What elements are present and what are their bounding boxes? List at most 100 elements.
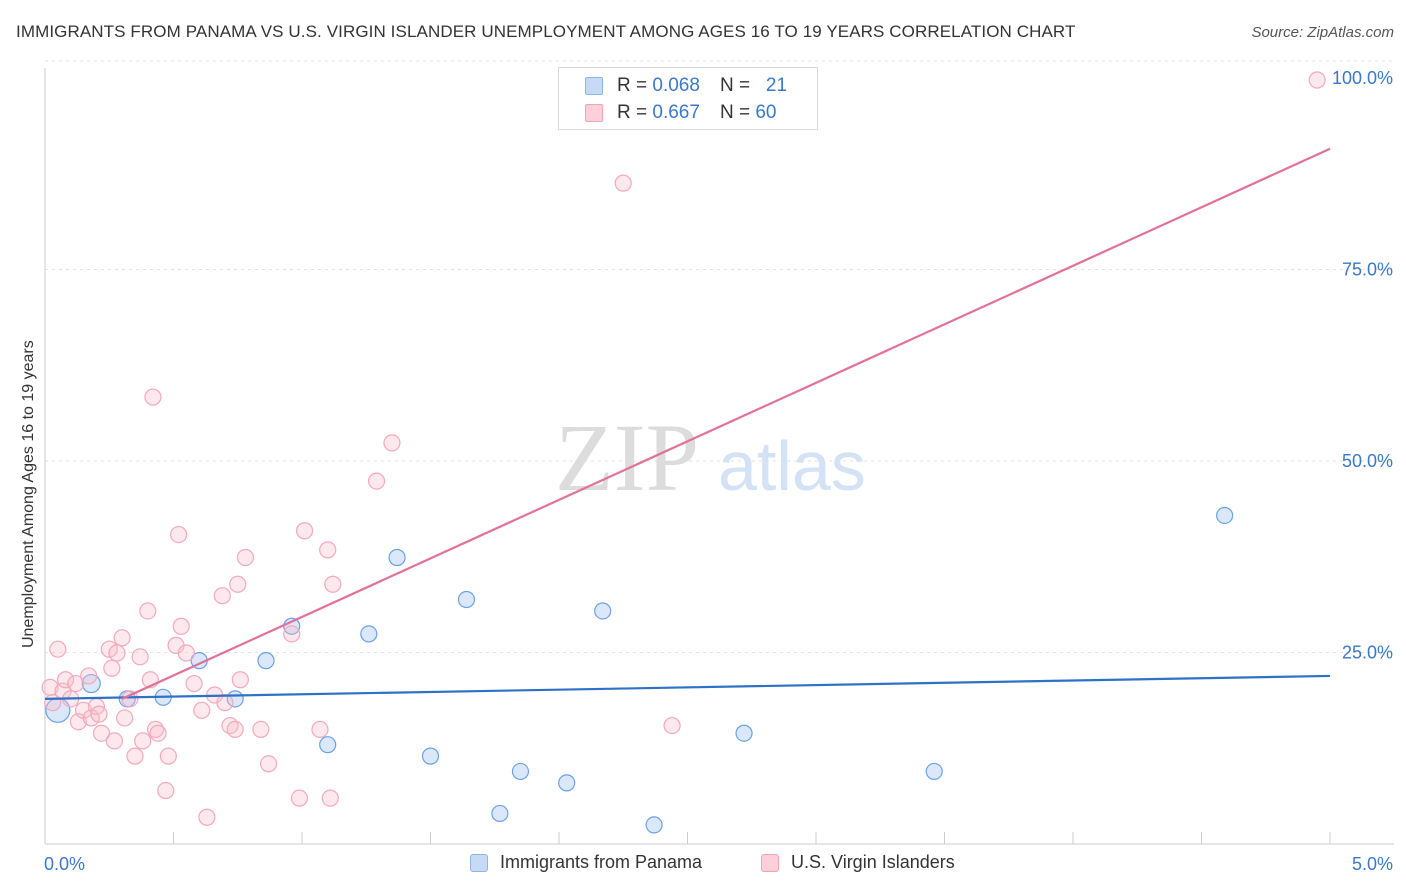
point-virgin-islanders (252, 720, 270, 739)
point-panama (511, 762, 530, 781)
point-virgin-islanders (185, 674, 203, 693)
point-virgin-islanders (56, 671, 75, 689)
legend-n-value-panama: 21 (765, 75, 788, 96)
watermark: ZIP atlas (555, 404, 866, 511)
axes (44, 68, 1394, 845)
point-panama (388, 548, 406, 567)
point-virgin-islanders (177, 644, 195, 662)
point-virgin-islanders (1308, 71, 1326, 89)
legend-r-value-panama: 0.068 (652, 75, 700, 96)
point-virgin-islanders (170, 525, 188, 544)
x-tick-labels: 0.0% 5.0% (44, 854, 1393, 874)
point-virgin-islanders (319, 541, 337, 559)
y-tick-labels: 25.0% 50.0% 75.0% 100.0% (1332, 68, 1393, 663)
y-tick-label: 75.0% (1342, 260, 1393, 280)
point-virgin-islanders (103, 659, 121, 677)
bottom-legend-panama: Immigrants from Panama (470, 852, 702, 873)
bottom-legend-label-virgin-islanders: U.S. Virgin Islanders (791, 852, 955, 872)
point-virgin-islanders (259, 755, 278, 773)
series-panama-points (45, 506, 1234, 834)
point-virgin-islanders (614, 174, 632, 192)
point-virgin-islanders (134, 732, 152, 750)
point-virgin-islanders (290, 789, 309, 807)
point-virgin-islanders (172, 617, 190, 635)
series-virgin-islanders-points (41, 71, 1326, 826)
source-label: Source: ZipAtlas.com (1251, 24, 1394, 41)
x-tick-label-max: 5.0% (1352, 854, 1393, 874)
point-virgin-islanders (139, 602, 157, 620)
point-panama (457, 590, 476, 609)
legend-n-label: N = (719, 102, 751, 123)
chart-title: IMMIGRANTS FROM PANAMA VS U.S. VIRGIN IS… (16, 22, 1076, 41)
point-panama (1216, 506, 1234, 525)
point-panama (558, 774, 576, 792)
point-virgin-islanders (108, 644, 126, 662)
point-panama (925, 762, 943, 781)
point-virgin-islanders (226, 720, 244, 739)
point-panama (594, 602, 612, 620)
point-panama (421, 747, 440, 765)
legend-row-panama: R = 0.068 N = 21 (585, 74, 787, 98)
point-panama (360, 625, 378, 643)
watermark-zip: ZIP (555, 404, 699, 511)
point-virgin-islanders (149, 724, 167, 742)
point-virgin-islanders (80, 667, 98, 685)
point-virgin-islanders (144, 388, 162, 406)
legend-row-virgin-islanders: R = 0.667 N = 60 (585, 101, 776, 125)
watermark-atlas: atlas (718, 427, 866, 505)
y-tick-label: 50.0% (1342, 451, 1393, 471)
point-virgin-islanders (157, 781, 175, 800)
bottom-legend-label-panama: Immigrants from Panama (500, 852, 703, 872)
point-virgin-islanders (321, 789, 339, 807)
trend-line-virgin-islanders (121, 147, 1331, 700)
point-virgin-islanders (49, 640, 67, 658)
bottom-legend-virgin-islanders: U.S. Virgin Islanders (761, 852, 955, 873)
point-virgin-islanders (236, 548, 255, 567)
point-virgin-islanders (100, 640, 118, 658)
point-virgin-islanders (116, 709, 134, 727)
point-panama (491, 804, 509, 823)
legend-r-label: R = (617, 75, 648, 96)
trend-line-panama (44, 674, 1331, 700)
point-virgin-islanders (67, 674, 85, 693)
grid-lines (45, 60, 1394, 653)
point-virgin-islanders (283, 625, 301, 643)
point-virgin-islanders (311, 720, 329, 739)
y-tick-label: 25.0% (1342, 643, 1393, 663)
legend-r-label: R = (617, 102, 648, 123)
point-virgin-islanders (126, 747, 144, 765)
point-virgin-islanders (324, 575, 342, 593)
point-virgin-islanders (131, 648, 149, 666)
point-virgin-islanders (229, 575, 247, 593)
legend-n-value-virgin-islanders: 60 (755, 102, 777, 123)
y-tick-label: 100.0% (1332, 68, 1393, 88)
x-tick-label-min: 0.0% (44, 854, 85, 874)
point-virgin-islanders (213, 587, 231, 605)
legend: R = 0.068 N = 21 R = 0.667 N = 60 (558, 67, 818, 130)
point-virgin-islanders (383, 434, 401, 452)
point-virgin-islanders (367, 472, 386, 490)
bottom-legend-swatch-virgin-islanders (761, 853, 779, 872)
legend-swatch-virgin-islanders (585, 104, 603, 122)
trend-lines (44, 147, 1331, 700)
legend-n-label: N = (719, 75, 751, 96)
point-virgin-islanders (121, 690, 139, 708)
point-virgin-islanders (113, 629, 131, 647)
point-virgin-islanders (295, 522, 314, 540)
bottom-legend: Immigrants from Panama U.S. Virgin Islan… (0, 852, 1406, 876)
point-panama (257, 652, 275, 670)
point-virgin-islanders (159, 747, 177, 765)
point-virgin-islanders (216, 694, 234, 712)
point-virgin-islanders (198, 808, 216, 826)
point-panama (319, 736, 337, 754)
legend-r-value-virgin-islanders: 0.667 (652, 102, 700, 123)
point-virgin-islanders (90, 705, 108, 723)
legend-swatch-panama (585, 77, 603, 95)
point-panama (645, 816, 663, 834)
point-panama (735, 724, 753, 742)
point-virgin-islanders (231, 671, 249, 689)
point-virgin-islanders (92, 724, 111, 742)
point-virgin-islanders (663, 716, 681, 735)
point-virgin-islanders (105, 732, 123, 750)
